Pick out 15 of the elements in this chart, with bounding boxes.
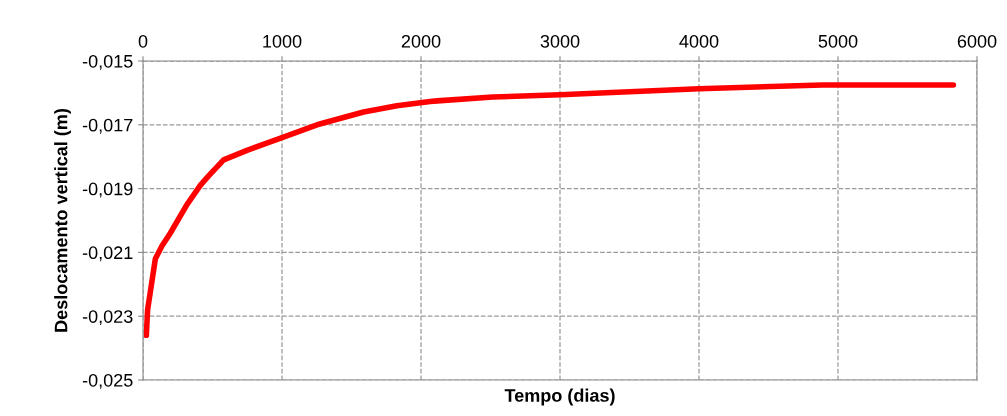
y-tick-label: -0,017 <box>82 118 133 134</box>
y-axis-title: Deslocamento vertical (m) <box>54 109 71 332</box>
x-axis-title: Tempo (dias) <box>504 388 615 406</box>
x-tick-label: 3000 <box>540 34 580 48</box>
x-tick-label: 2000 <box>401 34 441 48</box>
x-tick-label: 1000 <box>263 34 302 48</box>
y-tick-label: -0,019 <box>82 182 133 198</box>
x-tick-label: 4000 <box>679 34 719 48</box>
x-tick-label: 6000 <box>957 34 997 48</box>
y-tick-label: -0,015 <box>82 54 133 70</box>
y-tick-label: -0,023 <box>82 310 133 326</box>
y-tick-label: -0,021 <box>82 246 133 262</box>
x-tick-label: 5000 <box>818 34 858 48</box>
x-tick-label: 0 <box>138 34 148 48</box>
y-tick-label: -0,025 <box>82 373 133 389</box>
